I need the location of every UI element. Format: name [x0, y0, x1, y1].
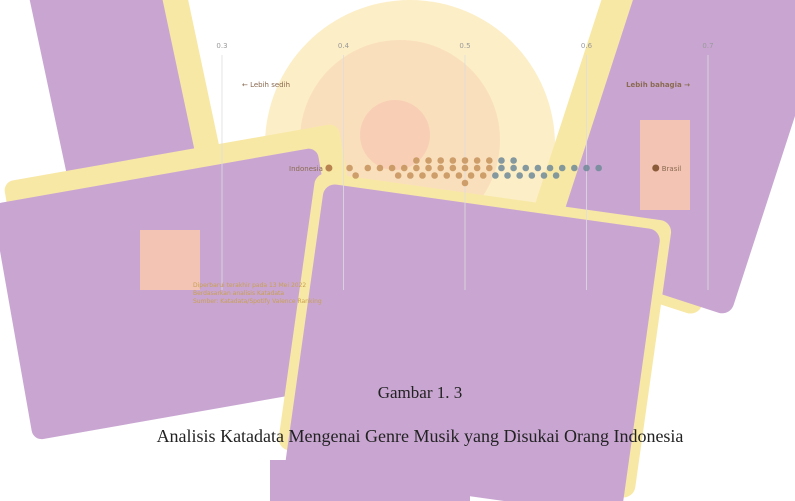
direction-label: Lebih bahagia →: [626, 81, 690, 89]
data-point: [510, 165, 517, 172]
data-point: [401, 165, 408, 172]
data-point: [468, 172, 475, 179]
data-point: [498, 165, 505, 172]
data-point: [547, 165, 554, 172]
data-point: [431, 172, 438, 179]
chart-note: Berdasarkan analisis Katadata: [193, 290, 284, 297]
figure-number: Gambar 1. 3: [378, 383, 463, 402]
data-point: [462, 180, 469, 187]
data-point: [486, 157, 493, 164]
data-point: [480, 172, 487, 179]
chart-note: Sumber: Katadata/Spotify Valence Ranking: [193, 298, 322, 305]
data-point: [486, 165, 493, 172]
chart-note: Diperbarui terakhir pada 13 Mei 2022: [193, 282, 306, 289]
data-point: [553, 172, 560, 179]
point-label: Indonesia: [289, 165, 323, 173]
direction-label: ← Lebih sedih: [242, 81, 290, 89]
data-point: [510, 157, 517, 164]
data-point: [583, 165, 590, 172]
x-tick-label: 0.4: [338, 42, 350, 50]
data-point: [535, 165, 542, 172]
data-point: [450, 157, 457, 164]
figure-title: Analisis Katadata Mengenai Genre Musik y…: [157, 426, 684, 446]
data-point: [425, 157, 432, 164]
data-point: [437, 157, 444, 164]
data-point: [456, 172, 463, 179]
data-point: [352, 172, 359, 179]
data-point: [407, 172, 414, 179]
data-point: [346, 165, 353, 172]
x-tick-label: 0.6: [581, 42, 593, 50]
data-point: [365, 165, 372, 172]
data-point: [516, 172, 523, 179]
data-point: [462, 165, 469, 172]
data-point: [413, 157, 420, 164]
data-point: [492, 172, 499, 179]
data-point: [474, 165, 481, 172]
data-point: [443, 172, 450, 179]
x-tick-label: 0.7: [702, 42, 713, 50]
data-point: [437, 165, 444, 172]
data-point: [395, 172, 402, 179]
x-tick-label: 0.5: [459, 42, 470, 50]
data-point: [474, 157, 481, 164]
data-point: [504, 172, 511, 179]
data-point: [450, 165, 457, 172]
data-point: [419, 172, 426, 179]
data-point: [522, 165, 529, 172]
point-label: Brasil: [662, 165, 682, 173]
highlight-point: [325, 165, 332, 172]
data-point: [498, 157, 505, 164]
data-point: [389, 165, 396, 172]
data-point: [413, 165, 420, 172]
data-point: [462, 157, 469, 164]
data-point: [571, 165, 578, 172]
data-point: [541, 172, 548, 179]
data-point: [595, 165, 602, 172]
data-point: [377, 165, 384, 172]
x-tick-label: 0.3: [216, 42, 227, 50]
highlight-point: [652, 165, 659, 172]
data-point: [425, 165, 432, 172]
data-point: [529, 172, 536, 179]
data-point: [559, 165, 566, 172]
page: 0.3 0.4 0.5 0.6 0.7 ← Lebih sedih Lebih bahagi…: [0, 0, 795, 501]
